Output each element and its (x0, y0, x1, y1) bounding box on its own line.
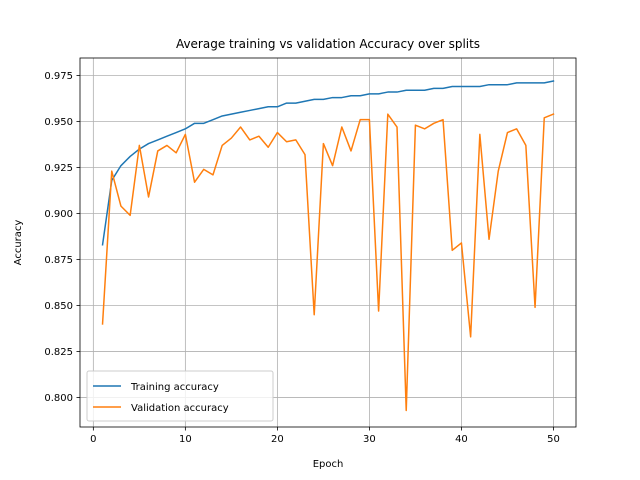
x-tick-label: 50 (547, 434, 560, 445)
training-accuracy-line (101, 80, 555, 246)
y-tick-label: 0.875 (44, 255, 73, 266)
x-tick-label: 10 (179, 434, 192, 445)
plot-area (79, 57, 577, 428)
legend: Training accuracy Validation accuracy (86, 370, 274, 422)
grid (80, 58, 576, 427)
legend-label-validation: Validation accuracy (131, 403, 229, 414)
y-tick-label: 0.950 (44, 117, 73, 128)
legend-label-training: Training accuracy (130, 382, 219, 393)
x-tick-label: 0 (90, 434, 96, 445)
x-axis: 0 10 20 30 40 50 (90, 427, 560, 445)
y-tick-label: 0.800 (44, 393, 73, 404)
x-axis-label: Epoch (313, 459, 344, 470)
chart-title: Average training vs validation Accuracy … (176, 37, 480, 51)
validation-accuracy-line (101, 113, 555, 412)
series-layer (101, 80, 555, 412)
y-axis: 0.800 0.825 0.850 0.875 0.900 0.925 0.950 0.975 (44, 71, 80, 404)
y-axis-label: Accuracy (13, 220, 24, 266)
y-tick-label: 0.925 (44, 163, 73, 174)
x-tick-label: 20 (271, 434, 284, 445)
x-tick-label: 30 (363, 434, 376, 445)
y-tick-label: 0.975 (44, 71, 73, 82)
y-tick-label: 0.825 (44, 347, 73, 358)
plot-frame (79, 57, 577, 428)
x-tick-label: 40 (455, 434, 468, 445)
y-tick-label: 0.900 (44, 209, 73, 220)
legend-box (86, 370, 274, 422)
y-tick-label: 0.850 (44, 301, 73, 312)
